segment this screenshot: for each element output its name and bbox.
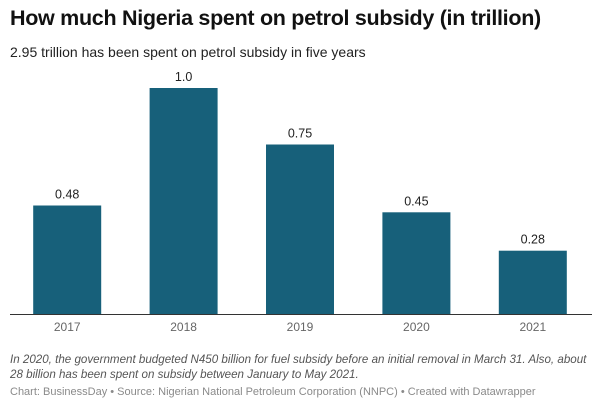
value-label-2017: 0.48 xyxy=(55,188,79,202)
value-label-2019: 0.75 xyxy=(288,127,312,141)
x-tick-labels-layer: 2017 2018 2019 2020 2021 xyxy=(54,320,547,334)
x-tick-label-2019: 2019 xyxy=(287,320,314,334)
chart-subtitle: 2.95 trillion has been spent on petrol s… xyxy=(10,44,366,60)
bars-layer xyxy=(33,88,567,314)
x-tick-label-2021: 2021 xyxy=(519,320,546,334)
chart-title: How much Nigeria spent on petrol subsidy… xyxy=(10,6,541,30)
chart-notes: In 2020, the government budgeted N450 bi… xyxy=(10,353,587,381)
bar-2017 xyxy=(33,205,102,314)
chart-footer: Chart: BusinessDay • Source: Nigerian Na… xyxy=(10,386,536,398)
bar-2021 xyxy=(498,250,567,314)
bar-2018 xyxy=(149,88,218,314)
x-tick-label-2020: 2020 xyxy=(403,320,430,334)
bar-2020 xyxy=(382,212,451,314)
value-label-2021: 0.28 xyxy=(521,233,545,247)
bar-2019 xyxy=(266,144,334,314)
value-labels-layer: 0.48 1.0 0.75 0.45 0.28 xyxy=(55,70,545,247)
x-tick-label-2017: 2017 xyxy=(54,320,81,334)
value-label-2020: 0.45 xyxy=(404,194,428,208)
value-label-2018: 1.0 xyxy=(175,70,192,84)
x-tick-label-2018: 2018 xyxy=(170,320,197,334)
